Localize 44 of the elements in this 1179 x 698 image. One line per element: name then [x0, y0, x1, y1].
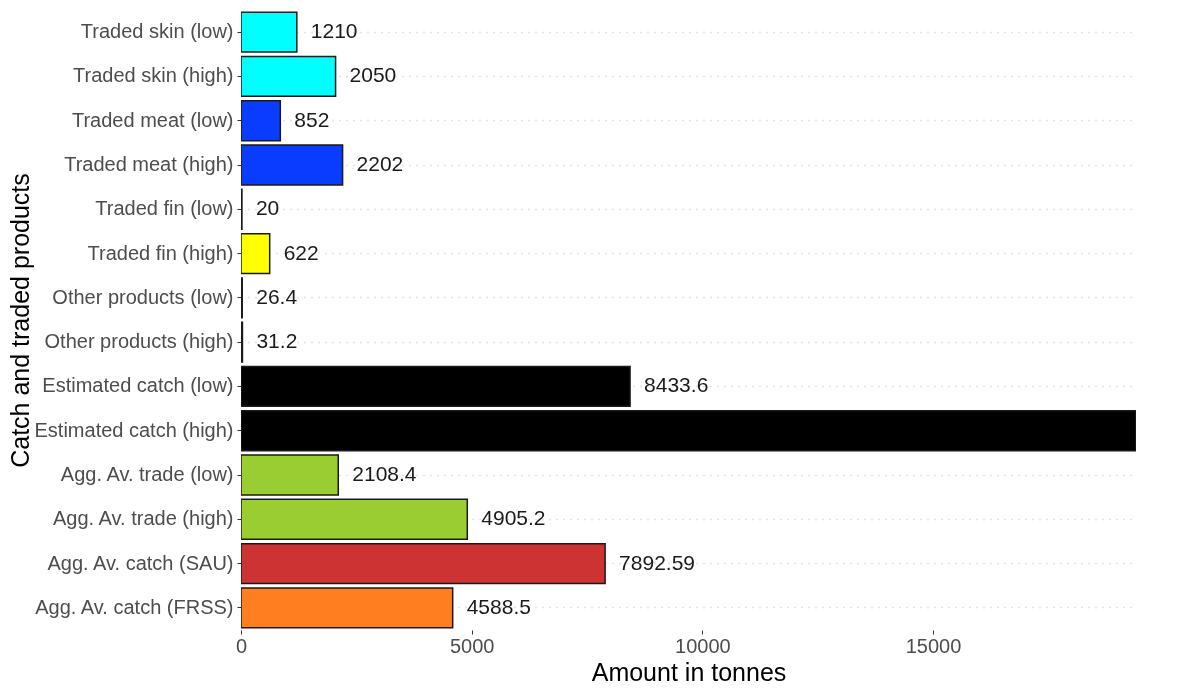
- y-tick-label: Agg. Av. trade (high): [53, 507, 234, 530]
- y-tick-label: Traded skin (low): [80, 20, 234, 43]
- x-tick-label: 15000: [905, 634, 962, 657]
- bar: [241, 100, 282, 142]
- bar: [241, 144, 344, 186]
- y-tick-label: Traded skin (high): [73, 64, 234, 87]
- data-label: 1210: [310, 19, 358, 43]
- y-tick-label: Estimated catch (low): [42, 374, 234, 397]
- x-axis-title: Amount in tonnes: [591, 657, 787, 686]
- data-label: 4905.2: [481, 506, 546, 530]
- bar: [241, 410, 1136, 452]
- bar: [241, 55, 337, 98]
- x-tick-label: 0: [235, 634, 248, 657]
- data-label: 31.2: [256, 329, 298, 353]
- x-tick-label: 10000: [675, 634, 731, 657]
- bar: [241, 232, 271, 275]
- bar: [241, 587, 454, 629]
- y-tick-label: Traded meat (low): [71, 108, 234, 131]
- data-label: 622: [283, 240, 319, 264]
- y-tick-label: Traded fin (low): [95, 197, 234, 220]
- y-axis-title: Catch and traded products: [5, 173, 34, 468]
- bar: [241, 498, 469, 540]
- y-tick-label: Estimated catch (high): [34, 418, 234, 441]
- y-tick-label: Agg. Av. catch (FRSS): [35, 595, 234, 618]
- data-label: 2050: [349, 63, 397, 87]
- data-label: 2202: [356, 152, 404, 175]
- data-label: 4588.5: [466, 594, 531, 618]
- bar: [241, 11, 298, 53]
- y-tick-label: Traded meat (high): [64, 153, 234, 175]
- y-tick-label: Agg. Av. trade (low): [60, 463, 234, 485]
- data-label: 2108.4: [352, 462, 417, 485]
- y-tick-label: Agg. Av. catch (SAU): [47, 551, 234, 574]
- data-label: 8433.6: [644, 373, 709, 397]
- y-tick-label: Other products (low): [52, 285, 234, 308]
- y-tick-label: Other products (high): [44, 330, 234, 353]
- data-label: 20: [255, 196, 280, 220]
- data-label: 852: [294, 107, 330, 131]
- bar: [241, 542, 606, 585]
- bar: [241, 454, 340, 496]
- data-label: 7892.59: [619, 550, 696, 574]
- data-label: 26.4: [256, 284, 298, 308]
- bar: [241, 365, 631, 408]
- y-tick-label: Traded fin (high): [87, 241, 234, 264]
- x-tick-label: 5000: [449, 634, 495, 657]
